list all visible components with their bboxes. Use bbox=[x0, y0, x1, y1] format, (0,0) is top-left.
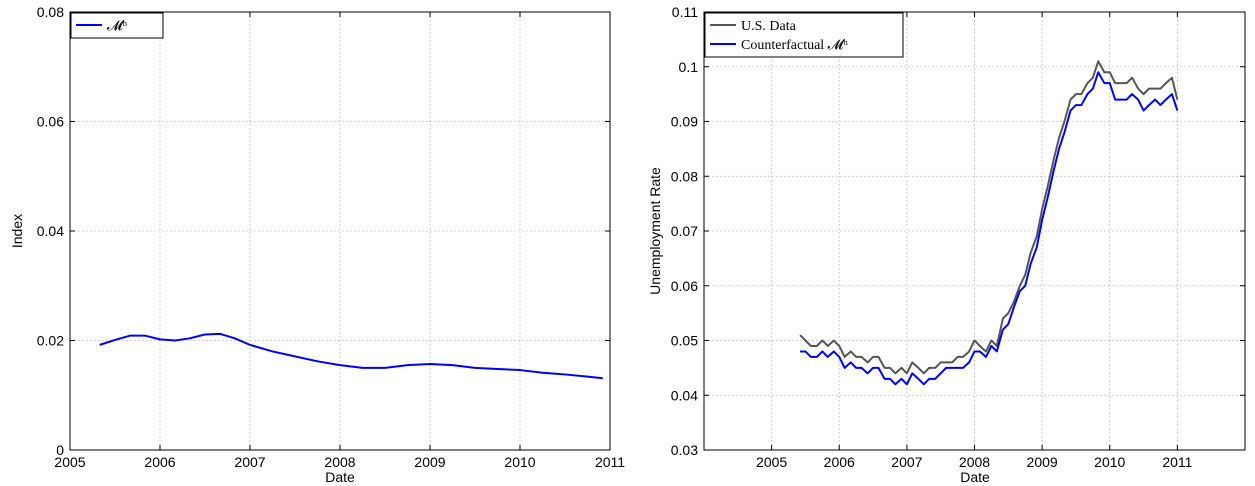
x-tick-label: 2005 bbox=[756, 454, 787, 470]
x-tick-labels: 2005 2006 2007 2008 2009 2010 2011 bbox=[756, 454, 1193, 470]
series-line-0 bbox=[99, 332, 603, 380]
series-layer bbox=[99, 332, 603, 380]
x-tick-label: 2009 bbox=[414, 454, 445, 470]
y-tick-labels: 0.03 0.04 0.05 0.06 0.07 0.08 0.09 0.1 0.11 bbox=[671, 4, 698, 458]
axis-ticks bbox=[704, 11, 1245, 451]
x-axis-label: Date bbox=[325, 469, 355, 485]
y-tick-label: 0.08 bbox=[671, 168, 698, 184]
x-tick-label: 2008 bbox=[324, 454, 355, 470]
x-tick-label: 2005 bbox=[54, 454, 85, 470]
y-tick-label: 0.06 bbox=[671, 278, 698, 294]
legend: 𝓜ʰ bbox=[70, 12, 164, 39]
x-tick-label: 2007 bbox=[891, 454, 922, 470]
y-tick-labels: 0 0.02 0.04 0.06 0.08 bbox=[37, 4, 64, 458]
index-chart: 2005 2006 2007 2008 2009 2010 2011 0 0.02 0.04 0.… bbox=[9, 4, 625, 485]
x-tick-label: 2007 bbox=[234, 454, 265, 470]
x-tick-label: 2008 bbox=[959, 454, 990, 470]
y-axis-label: Index bbox=[9, 214, 25, 248]
y-tick-label: 0.04 bbox=[671, 387, 698, 403]
unemployment-chart: 2005 2006 2007 2008 2009 2010 2011 0.030.040.0… bbox=[647, 4, 1246, 485]
y-tick-label: 0.07 bbox=[671, 223, 698, 239]
series-layer bbox=[799, 60, 1179, 386]
y-tick-label: 0.06 bbox=[37, 114, 64, 130]
y-tick-label: 0.05 bbox=[671, 333, 698, 349]
y-tick-label: 0.02 bbox=[37, 333, 64, 349]
x-tick-label: 2006 bbox=[824, 454, 855, 470]
x-axis-label: Date bbox=[960, 469, 990, 485]
y-axis-label: Unemployment Rate bbox=[647, 167, 663, 295]
x-tick-label: 2009 bbox=[1027, 454, 1058, 470]
y-tick-label: 0.03 bbox=[671, 442, 698, 458]
y-tick-label: 0.11 bbox=[672, 4, 698, 20]
legend: U.S. Data Counterfactual 𝓜ʰ bbox=[704, 12, 904, 58]
legend-label: Counterfactual 𝓜ʰ bbox=[741, 38, 848, 53]
x-tick-label: 2010 bbox=[504, 454, 535, 470]
y-tick-label: 0.1 bbox=[679, 59, 699, 75]
legend-label: U.S. Data bbox=[741, 19, 797, 34]
x-tick-label: 2006 bbox=[144, 454, 175, 470]
x-tick-label: 2010 bbox=[1094, 454, 1125, 470]
series-line-0 bbox=[799, 60, 1179, 375]
x-tick-labels: 2005 2006 2007 2008 2009 2010 2011 bbox=[54, 454, 625, 470]
y-tick-label: 0.04 bbox=[37, 223, 64, 239]
x-tick-label: 2011 bbox=[1162, 454, 1192, 470]
y-tick-label: 0.08 bbox=[37, 4, 64, 20]
legend-box bbox=[704, 12, 904, 58]
legend-label: 𝓜ʰ bbox=[107, 19, 128, 34]
y-tick-label: 0 bbox=[56, 442, 64, 458]
x-tick-label: 2011 bbox=[595, 454, 625, 470]
y-tick-label: 0.09 bbox=[671, 114, 698, 130]
series-line-1 bbox=[800, 71, 1179, 386]
